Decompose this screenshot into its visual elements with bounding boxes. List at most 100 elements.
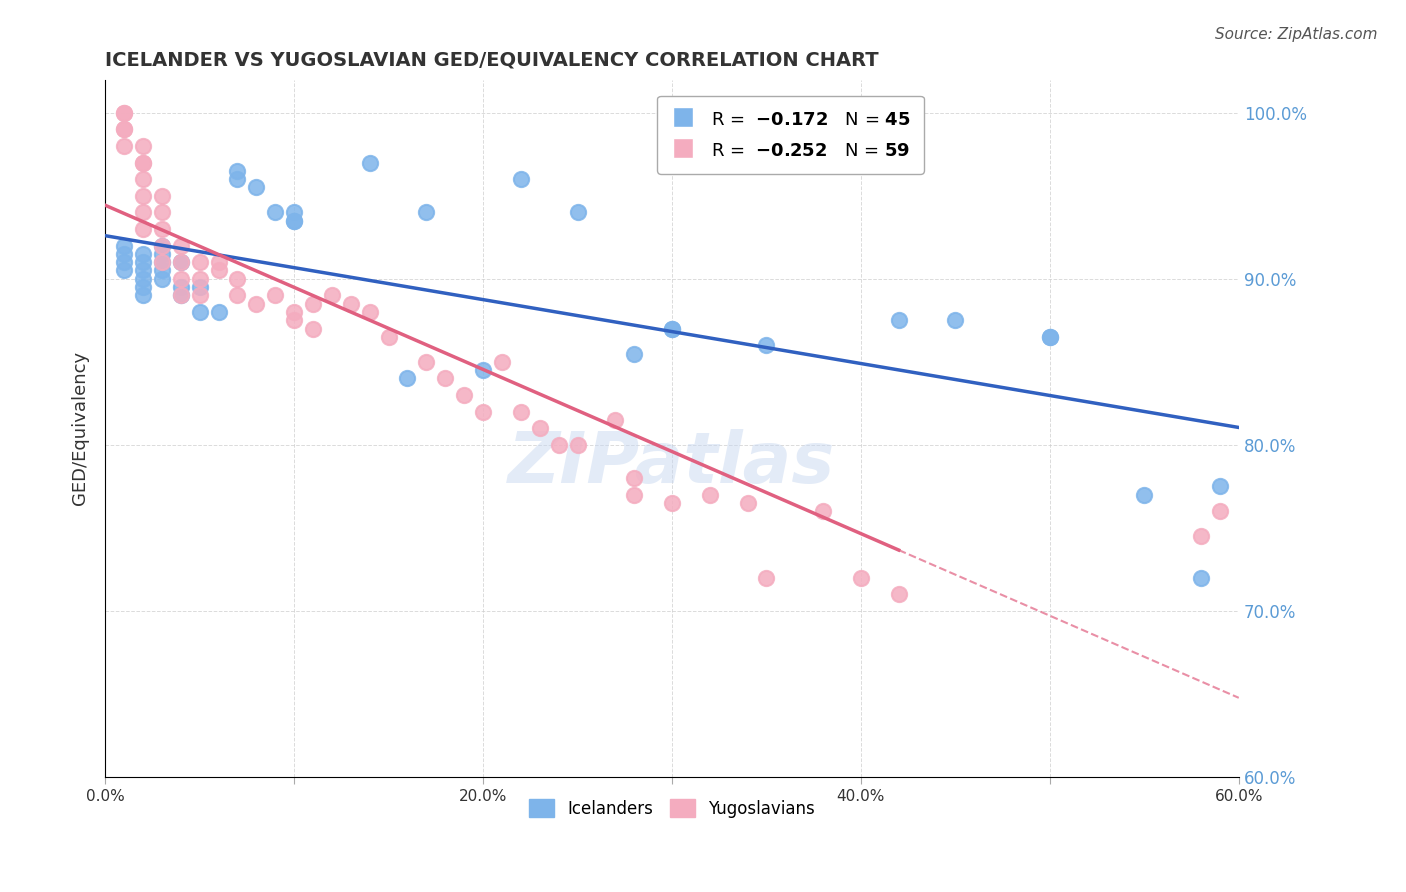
Point bbox=[699, 488, 721, 502]
Point bbox=[132, 222, 155, 236]
Point bbox=[226, 272, 249, 286]
Point bbox=[359, 305, 381, 319]
Point bbox=[207, 305, 229, 319]
Point bbox=[1039, 330, 1062, 344]
Point bbox=[112, 255, 135, 269]
Point bbox=[112, 247, 135, 261]
Point bbox=[359, 155, 381, 169]
Point bbox=[377, 330, 399, 344]
Point bbox=[150, 188, 173, 202]
Point bbox=[849, 571, 872, 585]
Point bbox=[188, 280, 211, 294]
Point bbox=[887, 587, 910, 601]
Point bbox=[132, 155, 155, 169]
Point bbox=[509, 172, 531, 186]
Point bbox=[226, 288, 249, 302]
Point bbox=[755, 338, 778, 352]
Point bbox=[150, 238, 173, 252]
Point bbox=[283, 213, 305, 227]
Point bbox=[529, 421, 551, 435]
Point bbox=[1209, 504, 1232, 518]
Point bbox=[264, 288, 287, 302]
Point bbox=[434, 371, 457, 385]
Point bbox=[150, 272, 173, 286]
Point bbox=[737, 496, 759, 510]
Point bbox=[491, 355, 513, 369]
Point bbox=[887, 313, 910, 327]
Point bbox=[150, 222, 173, 236]
Point bbox=[945, 313, 967, 327]
Point bbox=[132, 139, 155, 153]
Point bbox=[453, 388, 475, 402]
Point bbox=[188, 305, 211, 319]
Point bbox=[132, 255, 155, 269]
Point bbox=[226, 172, 249, 186]
Point bbox=[396, 371, 419, 385]
Point bbox=[415, 355, 437, 369]
Point bbox=[207, 263, 229, 277]
Point bbox=[415, 205, 437, 219]
Y-axis label: GED/Equivalency: GED/Equivalency bbox=[72, 351, 89, 505]
Point bbox=[547, 438, 569, 452]
Point bbox=[509, 404, 531, 418]
Legend: Icelanders, Yugoslavians: Icelanders, Yugoslavians bbox=[523, 793, 821, 824]
Point bbox=[283, 313, 305, 327]
Point bbox=[150, 247, 173, 261]
Point bbox=[132, 155, 155, 169]
Point bbox=[170, 255, 193, 269]
Point bbox=[170, 280, 193, 294]
Point bbox=[283, 205, 305, 219]
Point bbox=[1189, 529, 1212, 543]
Point bbox=[1209, 479, 1232, 493]
Point bbox=[605, 413, 627, 427]
Point bbox=[150, 263, 173, 277]
Point bbox=[623, 346, 645, 360]
Text: ICELANDER VS YUGOSLAVIAN GED/EQUIVALENCY CORRELATION CHART: ICELANDER VS YUGOSLAVIAN GED/EQUIVALENCY… bbox=[105, 51, 879, 70]
Point bbox=[150, 238, 173, 252]
Point bbox=[188, 255, 211, 269]
Point bbox=[170, 288, 193, 302]
Point bbox=[283, 305, 305, 319]
Text: Source: ZipAtlas.com: Source: ZipAtlas.com bbox=[1215, 27, 1378, 42]
Point bbox=[112, 139, 135, 153]
Point bbox=[112, 238, 135, 252]
Point bbox=[112, 105, 135, 120]
Point bbox=[207, 255, 229, 269]
Point bbox=[661, 321, 683, 335]
Point bbox=[132, 247, 155, 261]
Point bbox=[472, 404, 495, 418]
Point bbox=[112, 122, 135, 136]
Point bbox=[472, 363, 495, 377]
Point bbox=[170, 288, 193, 302]
Point bbox=[661, 496, 683, 510]
Point bbox=[321, 288, 343, 302]
Point bbox=[112, 122, 135, 136]
Point bbox=[132, 280, 155, 294]
Point bbox=[302, 321, 325, 335]
Point bbox=[245, 296, 267, 310]
Point bbox=[132, 188, 155, 202]
Point bbox=[132, 272, 155, 286]
Point bbox=[302, 296, 325, 310]
Point bbox=[132, 263, 155, 277]
Point bbox=[661, 321, 683, 335]
Point bbox=[283, 213, 305, 227]
Point bbox=[811, 504, 834, 518]
Point bbox=[567, 205, 589, 219]
Point bbox=[245, 180, 267, 194]
Point bbox=[112, 105, 135, 120]
Point bbox=[623, 488, 645, 502]
Point bbox=[188, 288, 211, 302]
Point bbox=[112, 263, 135, 277]
Point bbox=[150, 255, 173, 269]
Point bbox=[170, 272, 193, 286]
Point bbox=[150, 205, 173, 219]
Point bbox=[264, 205, 287, 219]
Point bbox=[755, 571, 778, 585]
Point bbox=[132, 205, 155, 219]
Text: ZIPatlas: ZIPatlas bbox=[509, 428, 835, 498]
Point bbox=[1189, 571, 1212, 585]
Point bbox=[623, 471, 645, 485]
Point bbox=[132, 288, 155, 302]
Point bbox=[150, 255, 173, 269]
